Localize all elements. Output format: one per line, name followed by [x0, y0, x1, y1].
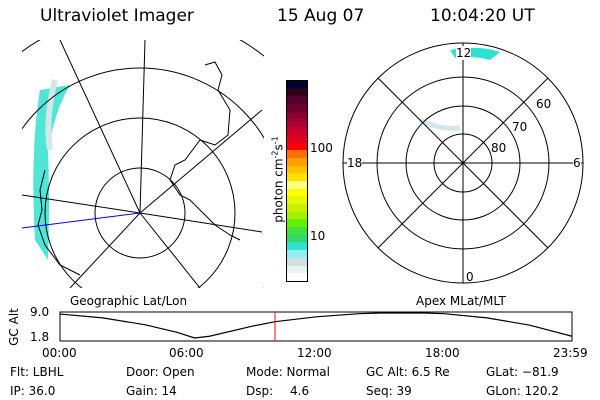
colorbar-segment: [287, 265, 307, 274]
mlat-label-80: 80: [491, 141, 507, 155]
colorbar-segment: [287, 204, 307, 212]
date-label: 15 Aug 07: [277, 6, 365, 26]
colorbar-segment: [287, 227, 307, 235]
colorbar-segment: [287, 173, 307, 181]
filter-info: Flt: LBHL: [10, 365, 64, 379]
mlt-label-0: 0: [466, 270, 474, 284]
y-axis-label: GC Alt: [7, 308, 21, 346]
colorbar-segment: [287, 188, 307, 197]
mlt-label-12: 12: [456, 46, 472, 60]
x-tick-1800: 18:00: [425, 346, 460, 360]
y-tick-9: 9.0: [30, 305, 50, 319]
colorbar-segment: [287, 142, 307, 151]
door-info: Door: Open: [126, 365, 195, 379]
x-tick-2359: 23:59: [553, 346, 588, 360]
mlt-label-18: 18: [347, 156, 363, 170]
colorbar-segment: [287, 157, 307, 166]
dsp-value: 4.6: [290, 384, 310, 398]
colorbar-segment: [287, 150, 307, 158]
colorbar-segment: [287, 211, 307, 220]
dsp-label: Dsp:: [246, 384, 274, 398]
apex-label: Apex MLat/MLT: [416, 294, 506, 308]
glon-info: GLon: 120.2: [486, 384, 559, 398]
colorbar-segment: [287, 119, 307, 128]
coastline: [37, 61, 241, 276]
colorbar-segment: [287, 196, 307, 204]
colorbar-segment: [287, 273, 307, 281]
mlat-label-70: 70: [512, 120, 528, 134]
colorbar-segment: [287, 242, 307, 251]
colorbar-segment: [287, 127, 307, 135]
y-tick-1.8: 1.8: [30, 330, 50, 344]
colorbar-segment: [287, 134, 307, 143]
altitude-line: [59, 312, 573, 339]
aurora-glow: [33, 85, 70, 260]
colorbar-segment: [287, 257, 307, 266]
ip-info: IP: 36.0: [10, 384, 56, 398]
colorbar-segment: [287, 165, 307, 174]
gain-info: Gain: 14: [126, 384, 177, 398]
colorbar-segment: [287, 81, 307, 89]
glat-info: GLat: −81.9: [486, 365, 559, 379]
geographic-label: Geographic Lat/Lon: [70, 294, 188, 308]
mlat-label-60: 60: [536, 97, 552, 111]
mode-info: Mode: Normal: [246, 365, 330, 379]
colorbar-segment: [287, 250, 307, 258]
instrument-title: Ultraviolet Imager: [40, 6, 194, 26]
mlt-label-6: 6: [573, 156, 581, 170]
colorbar: [286, 80, 308, 282]
colorbar-segment: [287, 96, 307, 105]
altitude-plot-frame: [59, 311, 573, 342]
seq-info: Seq: 39: [366, 384, 412, 398]
colorbar-segment: [287, 234, 307, 243]
colorbar-tick-100: 100: [310, 141, 333, 155]
x-tick-0600: 06:00: [169, 346, 204, 360]
colorbar-segment: [287, 104, 307, 112]
colorbar-segment: [287, 219, 307, 228]
colorbar-segment: [287, 180, 307, 189]
x-tick-1200: 12:00: [297, 346, 332, 360]
colorbar-segment: [287, 111, 307, 120]
x-tick-0000: 00:00: [42, 346, 77, 360]
colorbar-tick-10: 10: [310, 229, 326, 243]
gc-alt-info: GC Alt: 6.5 Re: [366, 365, 450, 379]
time-label: 10:04:20 UT: [430, 6, 535, 26]
colorbar-segment: [287, 88, 307, 97]
